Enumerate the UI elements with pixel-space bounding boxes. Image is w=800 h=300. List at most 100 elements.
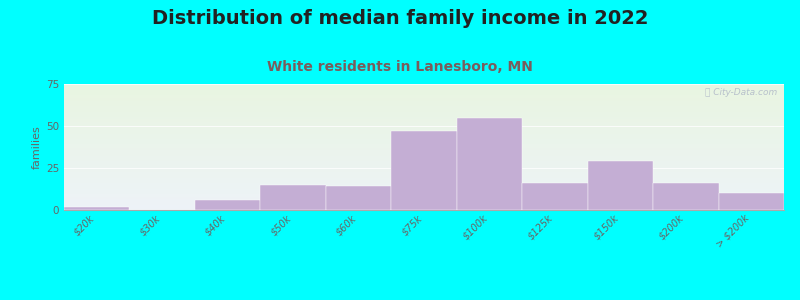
Bar (64, 176, 784, 177)
Bar (64, 199, 784, 200)
Bar (260, 185, 326, 210)
Bar (64, 106, 784, 107)
Bar (64, 162, 784, 163)
Bar (64, 124, 784, 125)
Bar (64, 114, 784, 115)
Bar (64, 140, 784, 141)
Bar (64, 182, 784, 183)
Bar (522, 183, 588, 210)
Bar (64, 169, 784, 170)
Bar (64, 178, 784, 179)
Bar (64, 109, 784, 110)
Bar (64, 142, 784, 143)
Bar (64, 207, 784, 208)
Bar (64, 92, 784, 93)
Bar (64, 100, 784, 101)
Bar (64, 184, 784, 185)
Bar (64, 158, 784, 159)
Bar (64, 102, 784, 103)
Bar (64, 180, 784, 181)
Bar (64, 86, 784, 87)
Bar (64, 196, 784, 197)
Bar (64, 88, 784, 89)
Bar (64, 111, 784, 112)
Bar (64, 208, 784, 209)
Bar (64, 197, 784, 198)
Bar (718, 193, 784, 210)
Bar (64, 203, 784, 204)
Bar (64, 164, 784, 165)
Bar (64, 154, 784, 155)
Bar (64, 108, 784, 109)
Bar (64, 95, 784, 96)
Bar (64, 103, 784, 104)
Bar (64, 121, 784, 122)
Bar (64, 179, 784, 180)
Bar (64, 120, 784, 121)
Bar (64, 159, 784, 160)
Bar (64, 94, 784, 95)
Bar (64, 130, 784, 131)
Text: Distribution of median family income in 2022: Distribution of median family income in … (152, 9, 648, 28)
Bar (64, 167, 784, 168)
Bar (64, 153, 784, 154)
Text: White residents in Lanesboro, MN: White residents in Lanesboro, MN (267, 60, 533, 74)
Bar (64, 152, 784, 153)
Bar (64, 104, 784, 105)
Bar (64, 177, 784, 178)
Bar (64, 160, 784, 161)
Bar (64, 170, 784, 171)
Bar (64, 202, 784, 203)
Bar (64, 141, 784, 142)
Bar (64, 190, 784, 191)
Bar (64, 99, 784, 100)
Bar (64, 137, 784, 138)
Bar (64, 89, 784, 90)
Bar (64, 138, 784, 139)
Bar (64, 161, 784, 162)
Bar (64, 185, 784, 186)
Bar (64, 206, 784, 207)
Bar (64, 194, 784, 195)
Bar (64, 156, 784, 157)
Bar (64, 174, 784, 175)
Bar (64, 85, 784, 86)
Bar (64, 101, 784, 102)
Bar (64, 128, 784, 129)
Bar (64, 144, 784, 145)
Bar (64, 148, 784, 149)
Bar (64, 198, 784, 199)
Bar (64, 93, 784, 94)
Bar (64, 151, 784, 152)
Bar (64, 134, 784, 135)
Bar (326, 187, 391, 210)
Bar (64, 181, 784, 182)
Bar (64, 192, 784, 193)
Bar (64, 145, 784, 146)
Bar (64, 131, 784, 132)
Bar (64, 123, 784, 124)
Bar (64, 135, 784, 136)
Bar (64, 146, 784, 147)
Bar (64, 191, 784, 192)
Bar (64, 175, 784, 176)
Bar (64, 188, 784, 189)
Bar (588, 161, 653, 210)
Bar (64, 195, 784, 196)
Y-axis label: families: families (32, 125, 42, 169)
Bar (64, 187, 784, 188)
Bar (64, 132, 784, 133)
Bar (195, 200, 260, 210)
Bar (64, 207, 130, 210)
Bar (457, 118, 522, 210)
Bar (64, 113, 784, 114)
Bar (64, 183, 784, 184)
Bar (64, 136, 784, 137)
Bar (64, 149, 784, 150)
Bar (64, 115, 784, 116)
Bar (64, 107, 784, 108)
Bar (64, 171, 784, 172)
Bar (64, 105, 784, 106)
Bar (64, 150, 784, 151)
Bar (64, 122, 784, 123)
